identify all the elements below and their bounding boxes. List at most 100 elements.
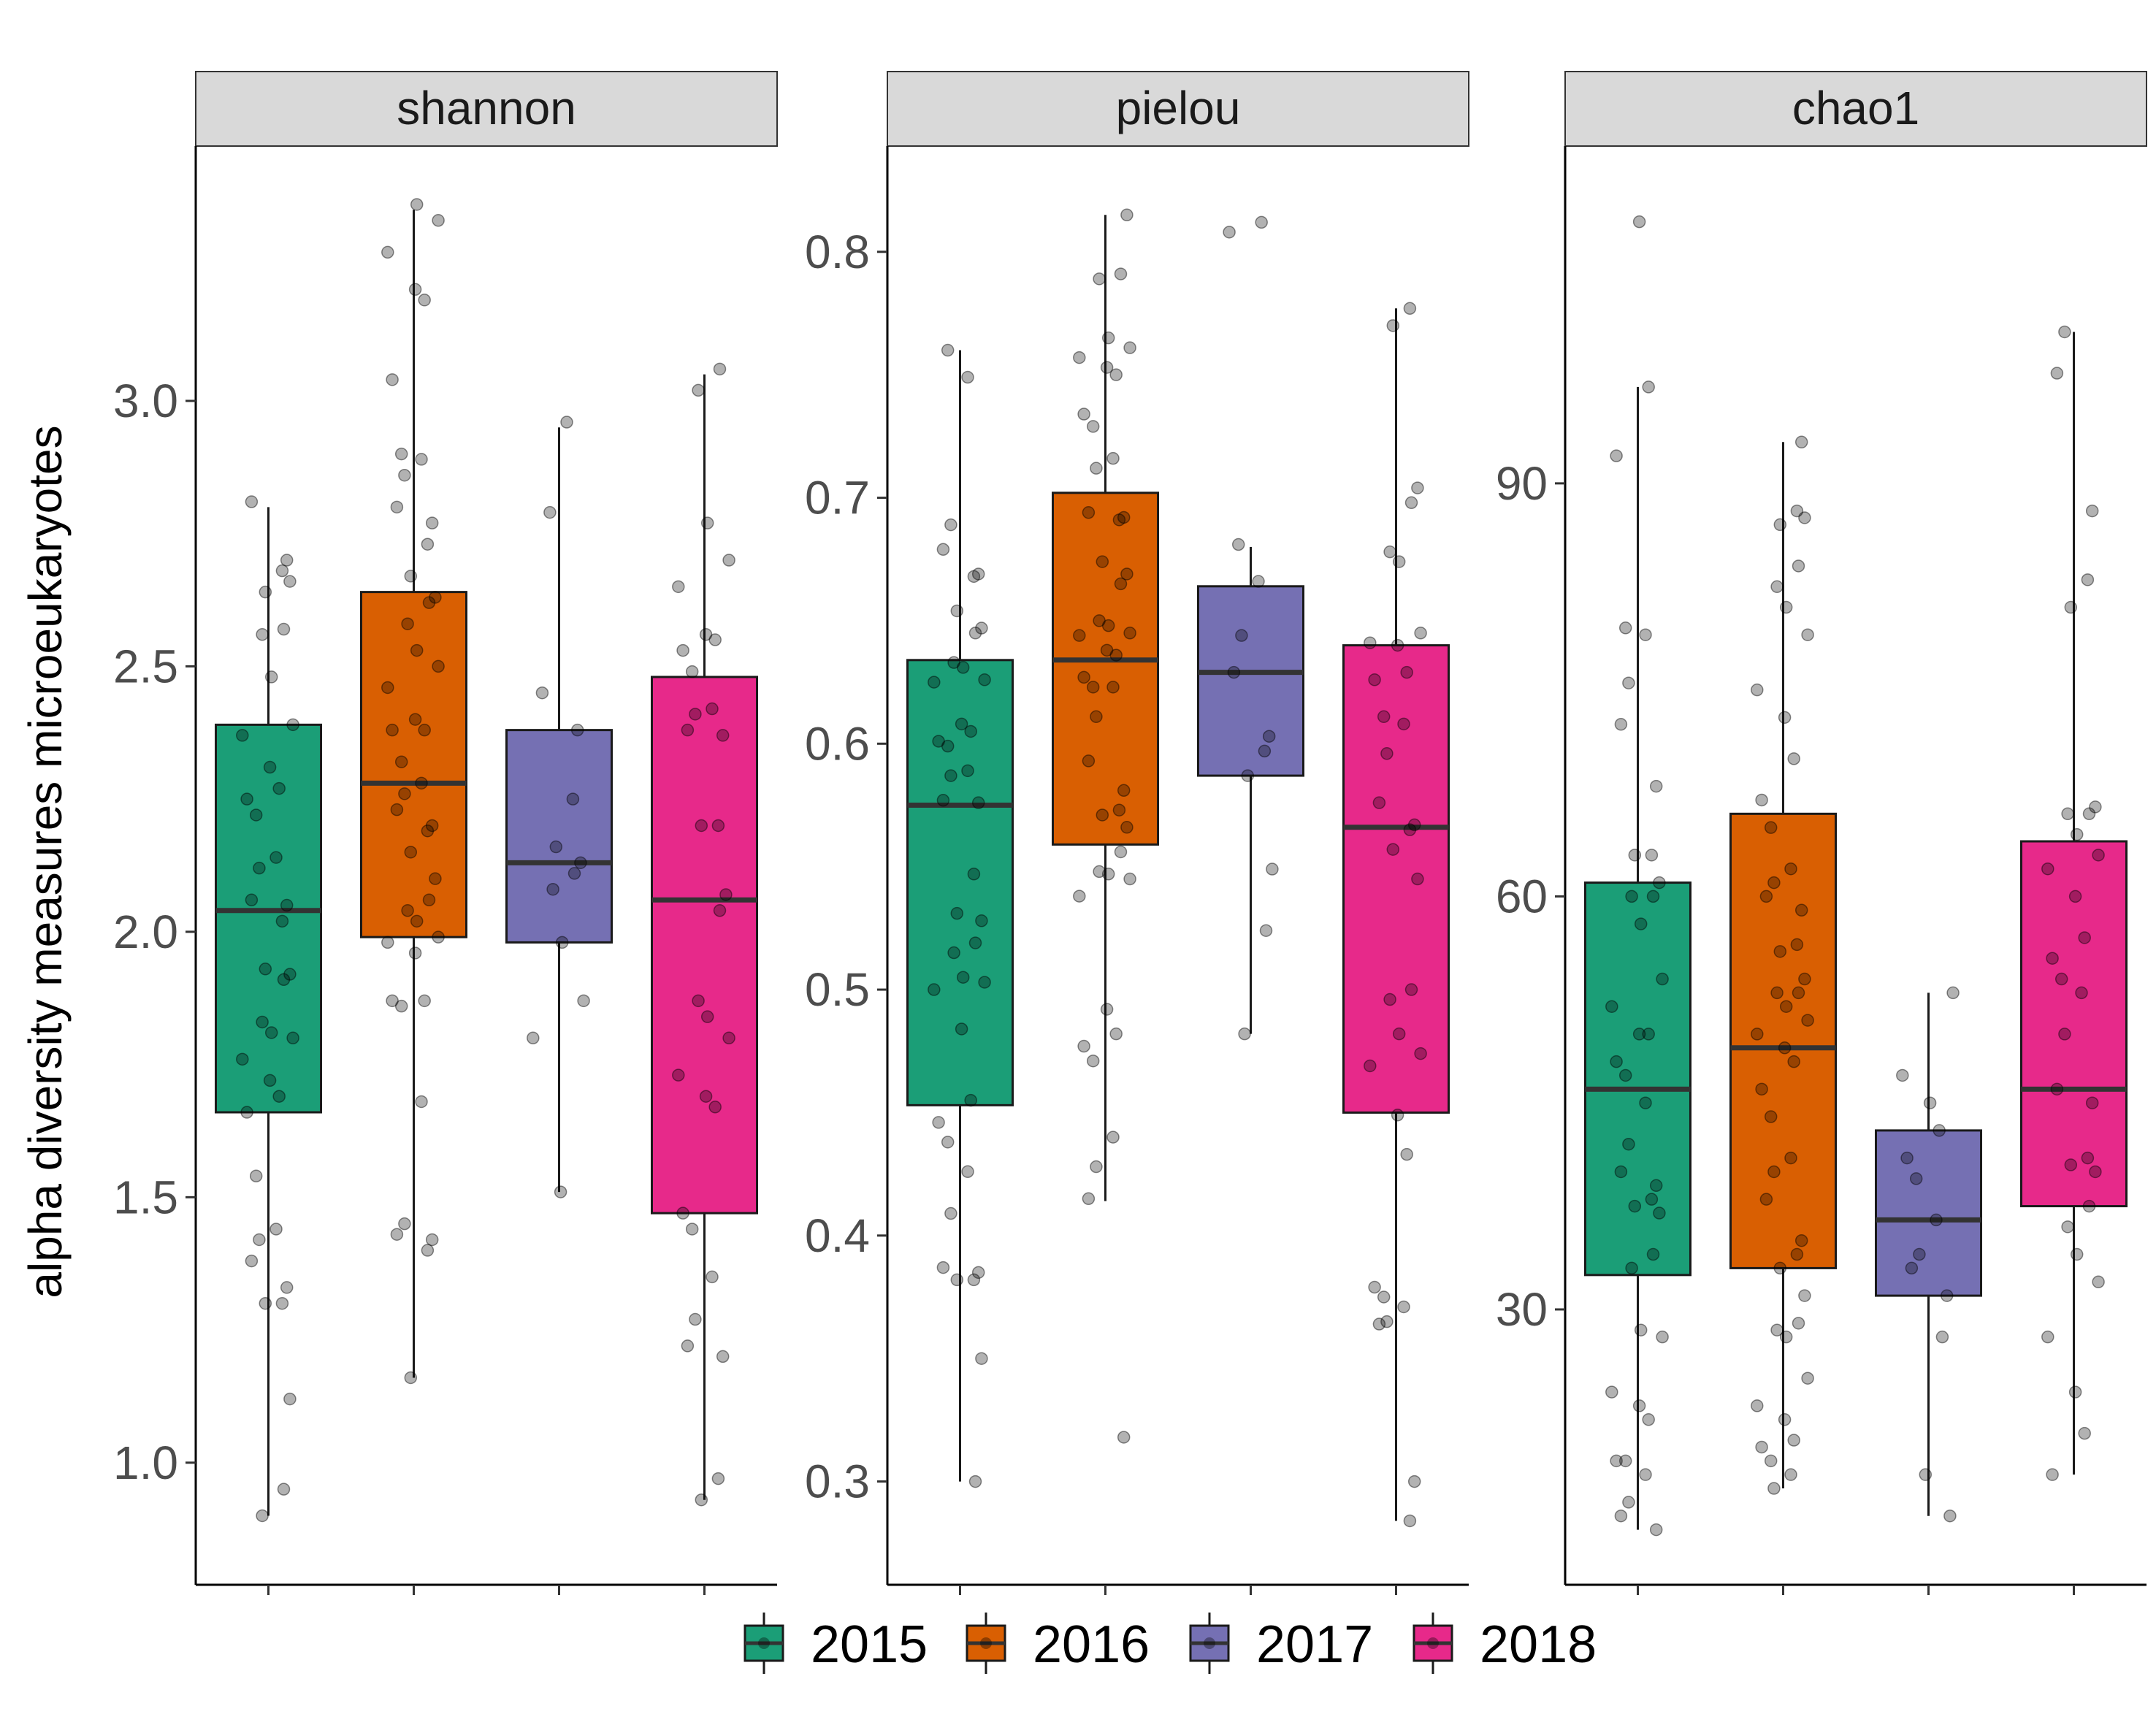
- data-point-2016: [386, 994, 399, 1008]
- data-point-2015: [264, 1026, 278, 1039]
- data-point-2015: [1614, 1509, 1628, 1523]
- legend-label-2015: 2015: [811, 1615, 928, 1674]
- data-point-2016: [1109, 649, 1123, 662]
- y-tick-label: 90: [1496, 457, 1548, 510]
- data-point-2018: [676, 643, 689, 657]
- data-point-2016: [408, 946, 422, 960]
- data-point-2016: [1120, 567, 1134, 581]
- box-shannon-2018: [651, 374, 758, 1500]
- data-point-2015: [256, 1509, 269, 1523]
- data-point-2016: [1073, 629, 1086, 642]
- data-point-2016: [1117, 1431, 1131, 1444]
- legend-label-2016: 2016: [1033, 1615, 1150, 1674]
- data-point-2017: [1235, 629, 1248, 642]
- data-point-2016: [1101, 868, 1115, 881]
- data-point-2016: [410, 198, 424, 211]
- data-point-2016: [422, 893, 436, 907]
- data-point-2015: [283, 1392, 297, 1406]
- panel-shannon: shannon 1.0 1.5 2.0 2.5 3.0: [113, 71, 778, 1595]
- data-point-2016: [1767, 1165, 1781, 1179]
- data-point-2015: [1625, 890, 1638, 903]
- data-point-2015: [1605, 1000, 1618, 1013]
- data-point-2018: [699, 1090, 713, 1103]
- data-point-2018: [700, 1010, 714, 1023]
- legend-entry-2017: 2017: [1189, 1613, 1373, 1674]
- data-point-2015: [1646, 1247, 1660, 1261]
- data-point-2016: [1751, 1399, 1764, 1412]
- data-point-2016: [418, 994, 431, 1008]
- data-point-2016: [1093, 272, 1106, 286]
- data-point-2015: [1639, 628, 1652, 641]
- data-point-2017: [1227, 665, 1241, 679]
- data-point-2016: [1770, 986, 1784, 1000]
- data-point-2017: [1252, 575, 1265, 588]
- data-point-2018: [716, 729, 730, 742]
- data-point-2018: [2085, 1096, 2099, 1109]
- data-point-2018: [1407, 818, 1421, 832]
- data-point-2018: [699, 628, 713, 641]
- data-point-2018: [1403, 302, 1417, 315]
- data-point-2016: [1779, 1330, 1793, 1344]
- box-chao1-2015: [1584, 386, 1691, 1530]
- data-point-2018: [2046, 952, 2059, 965]
- box-body: [1197, 585, 1304, 777]
- data-point-2015: [971, 796, 985, 809]
- y-tick-label: 60: [1496, 870, 1548, 922]
- data-point-2018: [672, 580, 685, 594]
- data-point-2018: [1380, 747, 1394, 760]
- data-point-2018: [2068, 890, 2082, 903]
- y-tick-label: 0.6: [805, 717, 870, 770]
- data-point-2016: [1112, 803, 1126, 816]
- data-point-2017: [555, 936, 569, 949]
- data-point-2015: [975, 914, 988, 927]
- data-point-2016: [1117, 510, 1131, 524]
- data-point-2018: [706, 702, 719, 716]
- data-point-2016: [1090, 1160, 1103, 1174]
- data-point-2015: [971, 1266, 985, 1280]
- legend-key-point: [1204, 1637, 1215, 1649]
- data-point-2018: [711, 819, 725, 833]
- data-point-2018: [1407, 1475, 1421, 1488]
- data-point-2016: [1801, 1014, 1814, 1027]
- y-axis-label: alpha diversity measures microeukaryotes: [19, 425, 72, 1298]
- data-point-2015: [245, 1254, 259, 1268]
- data-point-2016: [425, 819, 439, 833]
- data-point-2015: [263, 760, 277, 774]
- data-point-2016: [1801, 1372, 1814, 1385]
- data-point-2017: [577, 994, 590, 1008]
- data-point-2016: [1767, 876, 1781, 890]
- data-point-2015: [240, 792, 253, 806]
- box-body: [1052, 492, 1159, 846]
- data-point-2015: [1634, 917, 1648, 930]
- data-point-2016: [408, 713, 422, 726]
- data-point-2015: [956, 971, 970, 984]
- data-point-2015: [1645, 849, 1659, 862]
- data-point-2016: [398, 1217, 411, 1231]
- data-point-2015: [1618, 1454, 1632, 1468]
- data-point-2018: [700, 516, 714, 529]
- data-point-2015: [275, 564, 289, 578]
- data-point-2016: [1798, 1289, 1811, 1302]
- data-point-2018: [1397, 717, 1410, 731]
- data-point-2015: [1628, 1199, 1642, 1213]
- data-point-2015: [259, 585, 272, 599]
- data-point-2016: [1114, 267, 1128, 280]
- data-point-2018: [2046, 1468, 2059, 1481]
- data-point-2016: [1767, 1482, 1781, 1495]
- data-point-2015: [277, 973, 291, 987]
- data-point-2016: [1112, 513, 1126, 527]
- data-point-2016: [1787, 1055, 1800, 1068]
- data-point-2018: [2092, 1275, 2105, 1289]
- data-point-2016: [1784, 1468, 1797, 1481]
- data-point-2018: [1377, 710, 1391, 724]
- data-point-2015: [1653, 876, 1666, 890]
- data-point-2015: [1610, 1454, 1623, 1468]
- legend-entry-2018: 2018: [1413, 1613, 1597, 1674]
- data-point-2016: [410, 643, 424, 657]
- data-point-2018: [2064, 1158, 2078, 1171]
- y-tick-label: 1.0: [113, 1437, 178, 1489]
- data-point-2016: [1773, 1261, 1787, 1275]
- data-point-2015: [249, 808, 263, 822]
- data-point-2015: [263, 1074, 277, 1087]
- data-point-2017: [527, 1031, 540, 1045]
